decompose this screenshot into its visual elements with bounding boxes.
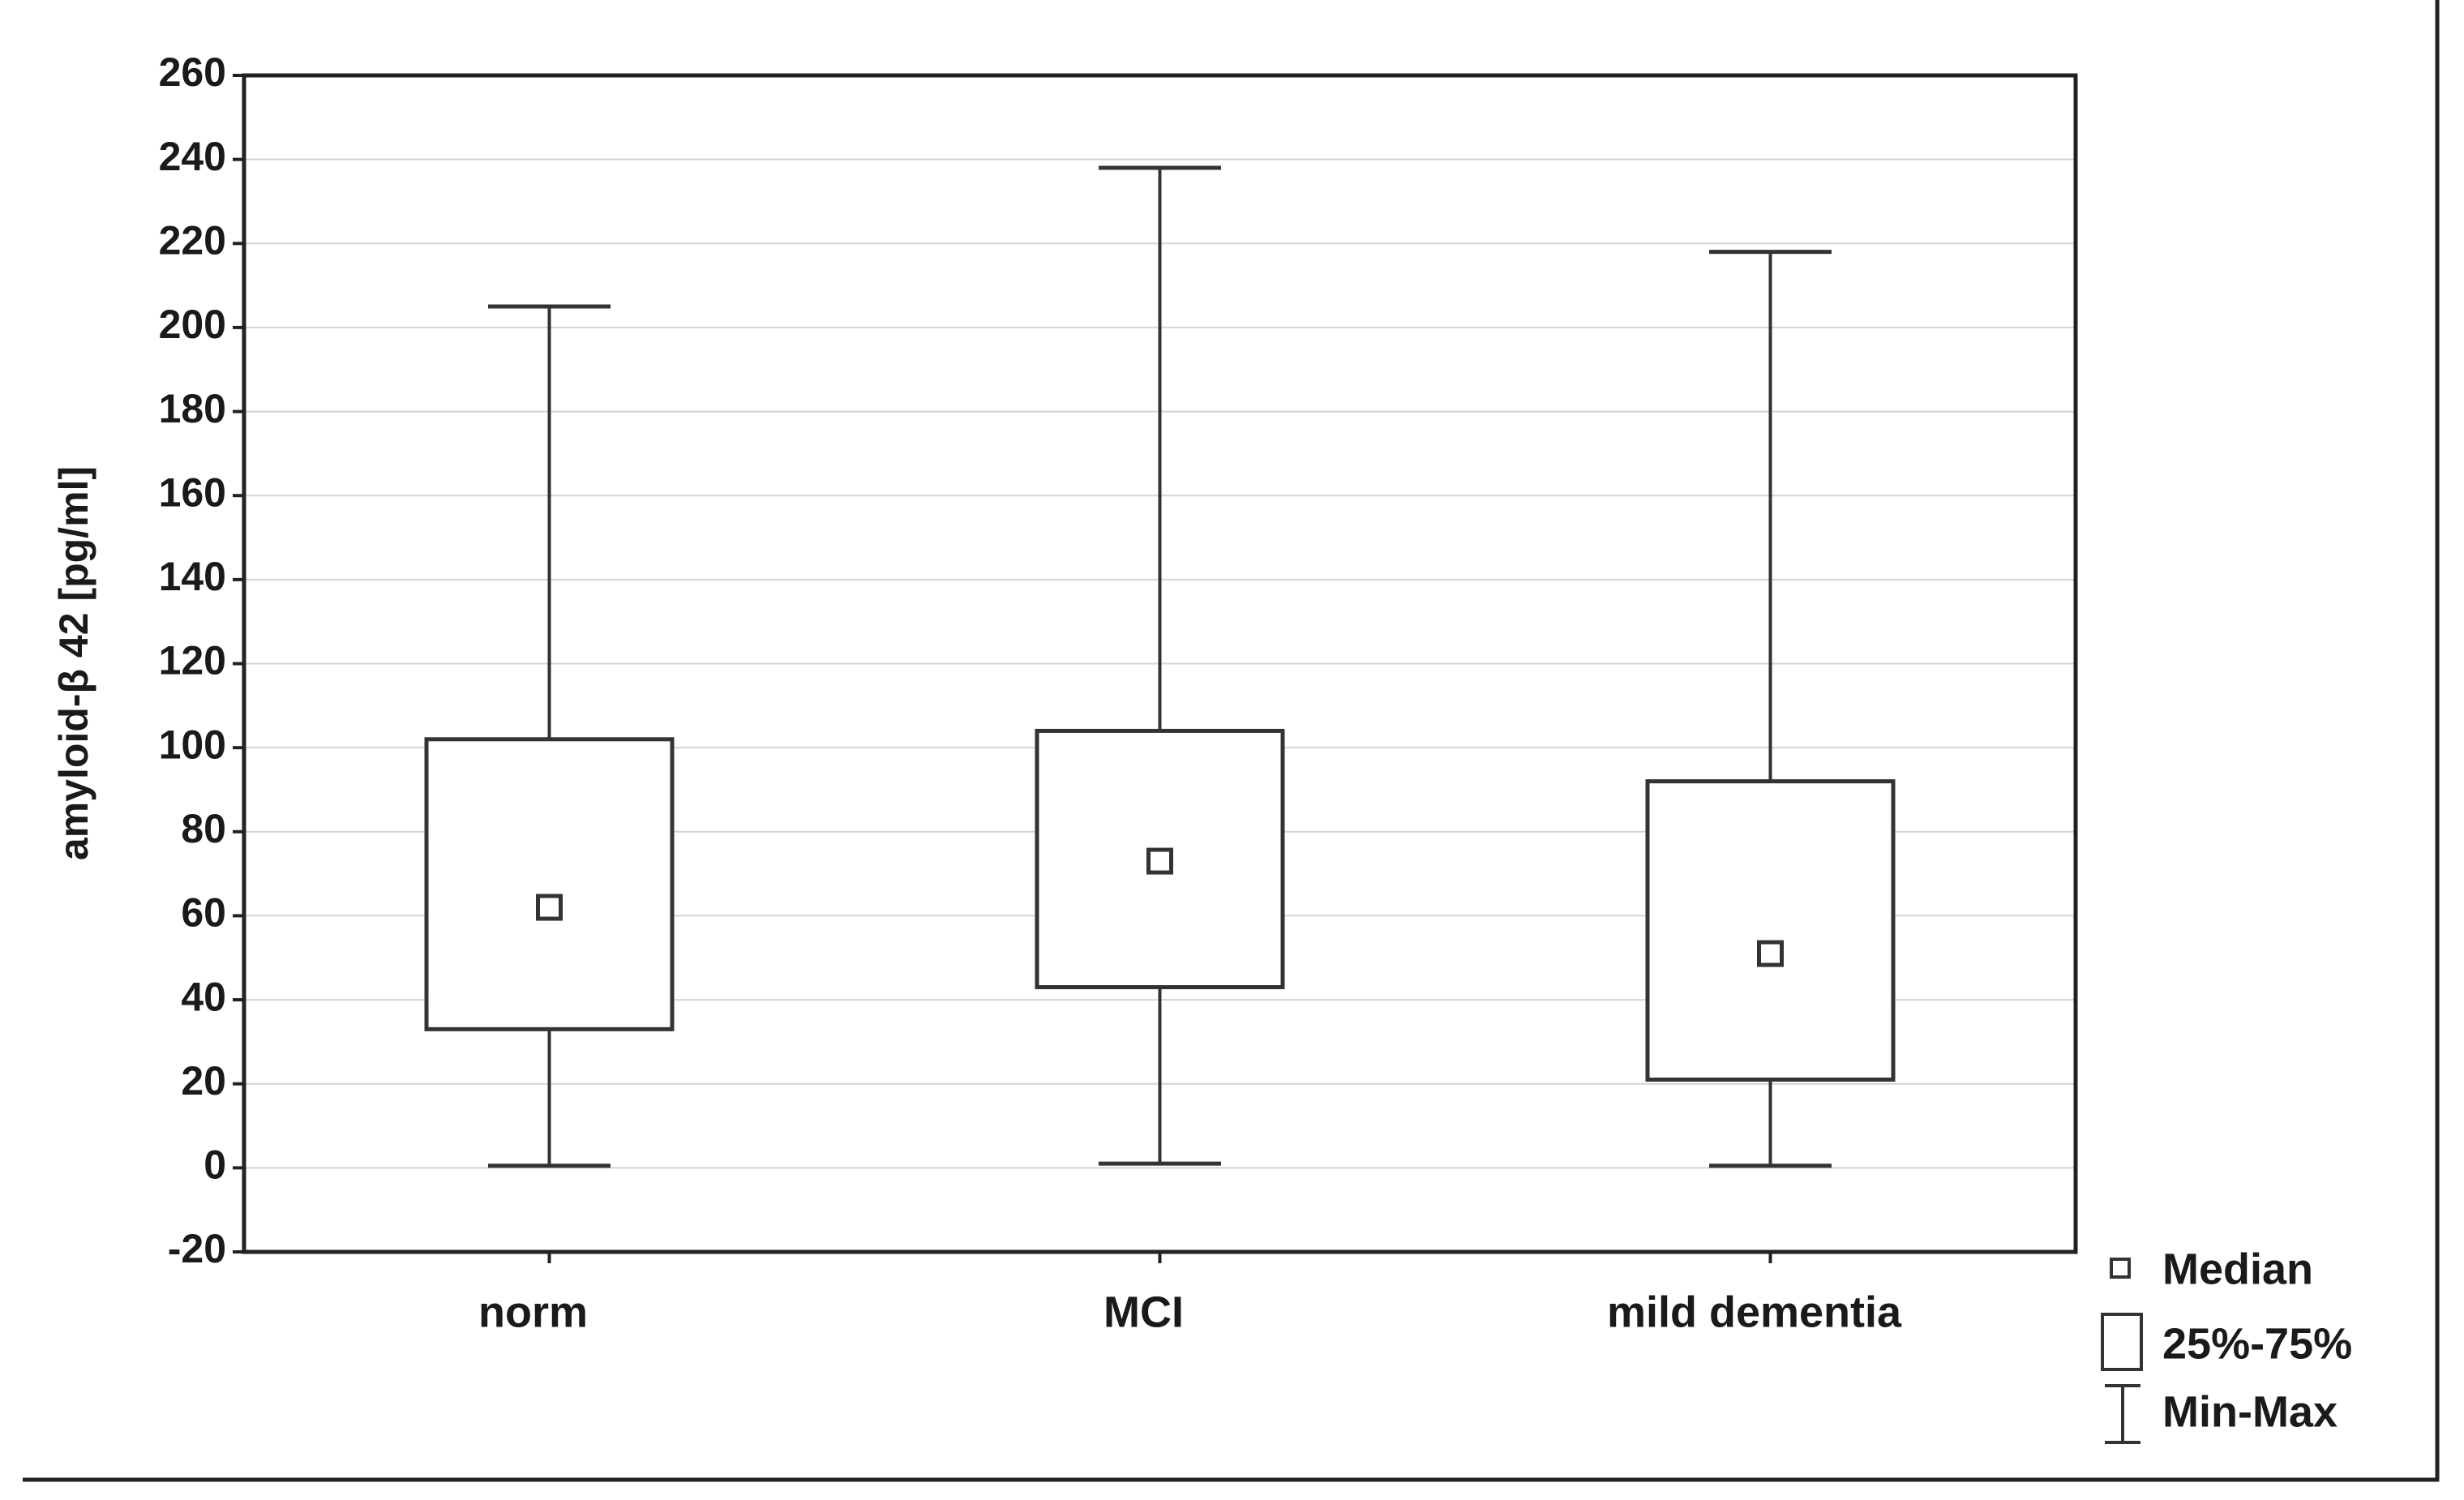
- y-tick-label: 160: [159, 469, 226, 515]
- x-tick-label: MCI: [1103, 1288, 1184, 1336]
- y-tick-label: 240: [159, 134, 226, 179]
- median-marker: [536, 894, 563, 921]
- y-tick-label: 100: [159, 722, 226, 767]
- y-tick-label: -20: [168, 1226, 226, 1271]
- y-tick-label: 200: [159, 302, 226, 347]
- y-tick-label: 0: [204, 1142, 226, 1188]
- y-tick-label: 220: [159, 217, 226, 263]
- legend-label: Min-Max: [2162, 1387, 2338, 1436]
- median-marker: [1146, 847, 1173, 875]
- legend-label: 25%-75%: [2162, 1319, 2352, 1368]
- y-axis-label: amyloid-β 42 [pg/ml]: [51, 466, 96, 860]
- y-tick-label: 260: [159, 49, 226, 95]
- median-marker: [1757, 940, 1784, 967]
- y-tick-label: 140: [159, 554, 226, 599]
- legend-median-icon: [2110, 1258, 2131, 1279]
- y-tick-label: 80: [181, 806, 226, 851]
- x-tick-label: mild dementia: [1607, 1288, 1902, 1336]
- y-tick-label: 120: [159, 638, 226, 684]
- legend-label: Median: [2162, 1245, 2313, 1293]
- y-tick-label: 40: [181, 974, 226, 1019]
- y-tick-label: 180: [159, 386, 226, 431]
- legend-box-icon: [2101, 1313, 2143, 1371]
- y-tick-label: 20: [181, 1058, 226, 1104]
- x-tick-label: norm: [478, 1288, 588, 1336]
- y-tick-label: 60: [181, 890, 226, 936]
- box: [1645, 779, 1896, 1082]
- box: [424, 737, 675, 1031]
